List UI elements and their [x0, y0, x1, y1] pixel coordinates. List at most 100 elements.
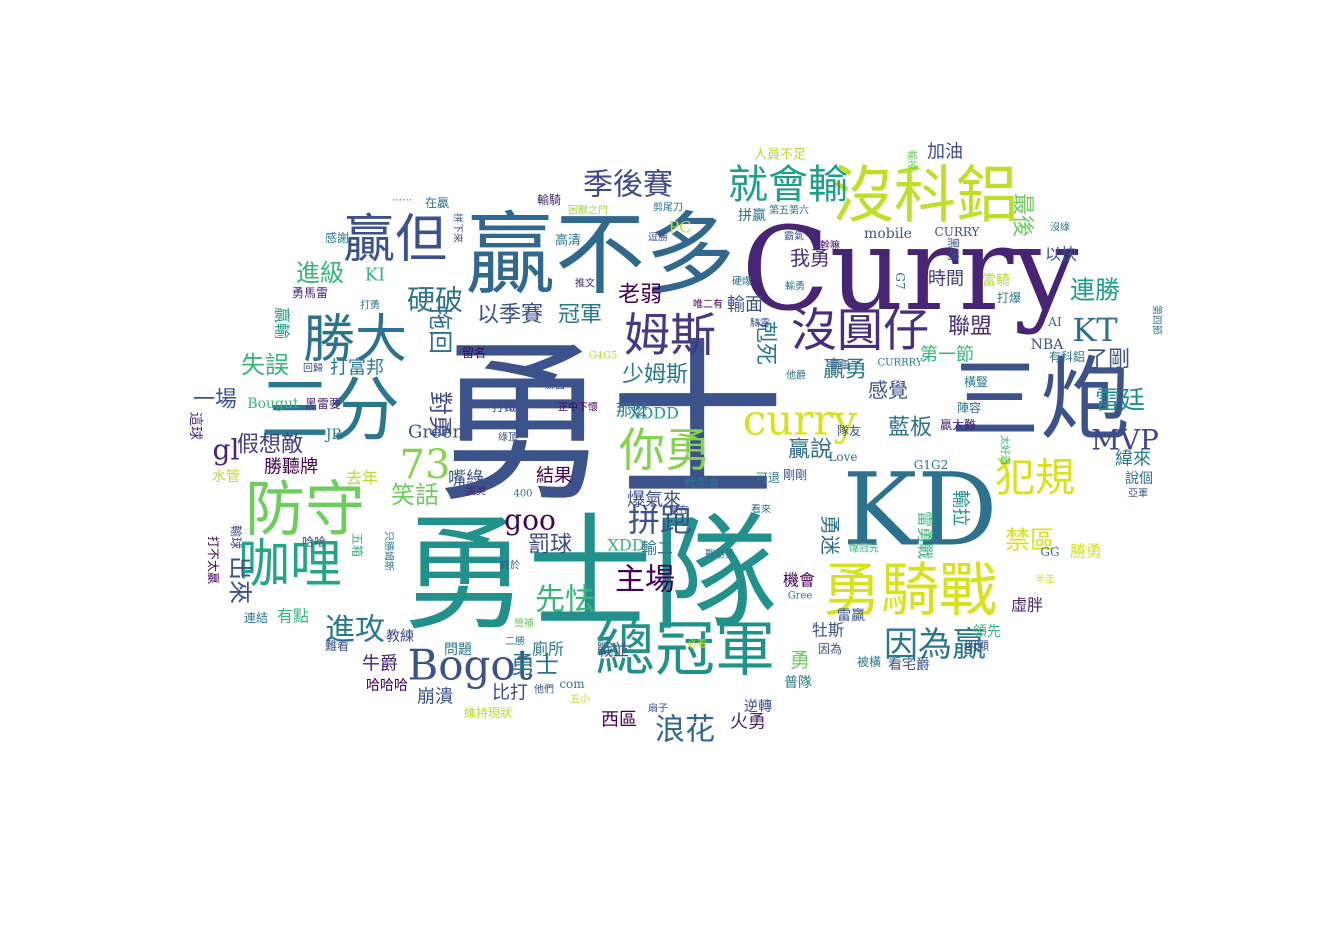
cloud-word: 營補: [514, 617, 534, 630]
cloud-word: 第五第六: [769, 204, 809, 217]
cloud-word: 以季賽: [477, 303, 543, 328]
cloud-word: 終於: [500, 559, 520, 572]
cloud-word: 了剛: [1086, 348, 1130, 373]
cloud-word: 可退: [756, 471, 780, 485]
cloud-word: MVP: [1091, 424, 1159, 457]
cloud-word: 牡斯: [812, 621, 844, 640]
cloud-word: 半圭: [1035, 573, 1055, 586]
cloud-word: 去年: [346, 469, 378, 488]
cloud-word: curry: [743, 396, 858, 445]
cloud-word: 藍板: [888, 416, 932, 441]
cloud-word: 進攻: [325, 613, 385, 648]
cloud-word: 最後: [1010, 193, 1035, 237]
cloud-word: 先怯: [535, 583, 595, 618]
cloud-word: 笑話: [391, 481, 439, 509]
cloud-word: 禁區: [1005, 526, 1055, 555]
cloud-word: 雷廷: [1095, 386, 1145, 415]
cloud-word: 爆氣來: [627, 490, 681, 511]
cloud-word: 被橫: [857, 655, 881, 669]
cloud-word: mobile: [864, 226, 912, 242]
cloud-word: 假想敵: [237, 433, 303, 458]
cloud-word: 五箱: [350, 533, 365, 557]
cloud-word: AI: [1047, 315, 1062, 329]
cloud-word: 困獸之鬥: [568, 204, 608, 217]
cloud-word: 嘴綠: [448, 469, 484, 490]
cloud-word: 浪花: [655, 713, 715, 748]
cloud-word: 戰都會: [684, 476, 720, 490]
cloud-word: 你勇: [619, 423, 711, 477]
cloud-word: 勇士: [435, 324, 785, 527]
cloud-word: 雷勇戰: [916, 511, 935, 559]
cloud-word: 只勝姆斯: [383, 531, 396, 571]
cloud-word: 五小: [570, 694, 590, 706]
cloud-word: 騎雷: [750, 317, 770, 330]
cloud-word: 贏太難: [940, 417, 976, 432]
cloud-word: XDDD: [629, 404, 679, 423]
cloud-word: 季後賽: [583, 168, 673, 203]
cloud-word: 橫豎: [964, 375, 988, 389]
cloud-word: 哈哈哈: [366, 678, 408, 694]
cloud-word: 加油: [927, 142, 963, 163]
cloud-word: 看來: [751, 503, 771, 516]
cloud-word: 拼下來: [452, 213, 465, 243]
cloud-word: 那麼: [616, 401, 648, 420]
cloud-word: 西區: [601, 710, 637, 731]
cloud-word: 火勇: [730, 712, 766, 733]
cloud-word: 剛剛: [783, 468, 807, 482]
cloud-word: 緯來: [1115, 449, 1151, 470]
cloud-word: 比打: [492, 683, 528, 704]
cloud-word: 有點: [277, 607, 309, 626]
cloud-word: gl: [213, 434, 240, 467]
cloud-word: 爆冠先: [849, 543, 879, 555]
cloud-word: 主場: [615, 563, 675, 598]
cloud-word: 逆轉: [744, 699, 772, 715]
cloud-word: 勇騎戰: [823, 556, 997, 624]
cloud-word: G4G5: [589, 351, 618, 362]
cloud-word: 機會: [783, 571, 815, 590]
cloud-word: 教練: [386, 629, 414, 645]
cloud-word: 雷贏: [837, 608, 865, 624]
cloud-word: 勇士隊: [403, 503, 778, 648]
cloud-word: 虛胖: [1011, 596, 1043, 615]
cloud-word: GG: [1040, 545, 1059, 559]
cloud-word: 黑鳴: [946, 237, 960, 261]
cloud-word: 打爆: [997, 291, 1021, 305]
cloud-word: 出來: [226, 556, 254, 604]
cloud-word: CURRY: [935, 225, 981, 239]
cloud-word: 一場: [193, 388, 237, 413]
cloud-word: 總冠軍: [595, 615, 775, 685]
cloud-word: 問題: [444, 642, 472, 658]
cloud-word: 扇子: [648, 702, 668, 715]
cloud-word: 黑雷要: [305, 397, 341, 411]
cloud-word: 二勝: [505, 635, 525, 648]
cloud-word: 感謝: [325, 230, 349, 245]
cloud-word: 姆斯: [624, 308, 716, 362]
cloud-word: 輸面: [727, 295, 763, 316]
cloud-word: 拖回: [426, 306, 454, 354]
cloud-word: 結果: [536, 466, 572, 487]
cloud-word: 沒科鋁: [832, 159, 1018, 232]
cloud-word: NBA: [1031, 337, 1065, 353]
cloud-word: 回歸: [303, 362, 323, 375]
cloud-word: 剪尾刀: [653, 201, 683, 214]
cloud-word: 以快: [1045, 245, 1077, 264]
cloud-word: 必看: [687, 638, 707, 651]
cloud-word: 第四節: [1151, 305, 1164, 335]
cloud-word: 贏不多: [465, 203, 735, 308]
cloud-word: Curry: [742, 203, 1079, 337]
cloud-word: 逗勝: [648, 231, 668, 244]
cloud-word: 輸掉: [906, 150, 919, 170]
cloud-word: 有科鋁: [1049, 350, 1085, 364]
cloud-word: 哈哈: [302, 535, 326, 549]
cloud-word: 贏勇: [823, 358, 867, 383]
cloud-word: 高清: [555, 233, 581, 249]
cloud-word: 幹嘛: [820, 239, 840, 252]
cloud-word: 輸騎: [537, 192, 561, 207]
cloud-word: 輸球: [229, 525, 244, 549]
cloud-word: KI: [365, 265, 386, 286]
cloud-word: 陣容: [957, 400, 981, 415]
cloud-word: Gree: [788, 591, 813, 602]
cloud-word: Love: [828, 450, 857, 464]
cloud-word: 勝聽牌: [264, 457, 318, 478]
